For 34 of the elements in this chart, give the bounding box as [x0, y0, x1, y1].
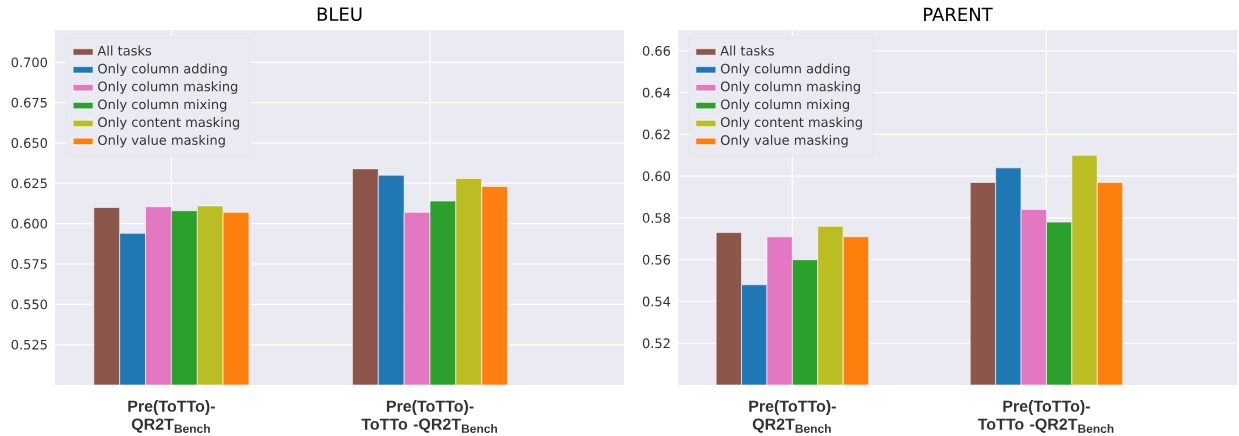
y-tick-label: 0.58: [642, 213, 671, 223]
x-tick-label: Pre(ToTTo)-ToTTo -QR2T$_{Bench}$: [361, 400, 498, 433]
y-tick-label: 0.575: [11, 259, 47, 269]
x-tick-label: Pre(ToTTo)-ToTTo -QR2T$_{Bench}$: [977, 400, 1114, 433]
y-tick-label: 0.600: [11, 218, 48, 229]
x-tick-label: Pre(ToTTo)- QR2T$_{Bench}$: [128, 400, 215, 433]
legend-label: Only value masking: [98, 134, 225, 148]
legend-label: Only column masking: [720, 81, 860, 94]
y-tick-label: 0.56: [642, 254, 671, 265]
y-tick-label: 0.64: [642, 87, 671, 98]
y-tick-label: 0.52: [642, 338, 670, 349]
y-tick-label: 0.675: [11, 97, 47, 108]
y-tick-label: 0.525: [11, 339, 47, 350]
y-tick-label: 0.66: [642, 45, 671, 56]
legend-label: All tasks: [720, 45, 774, 56]
legend-label: Only column masking: [98, 81, 238, 94]
chart-title: BLEU: [317, 7, 362, 21]
y-tick-label: 0.550: [11, 299, 48, 310]
legend-label: Only content masking: [720, 117, 862, 130]
legend-label: Only column mixing: [98, 99, 227, 112]
legend-label: Only value masking: [720, 134, 848, 148]
legend-label: Only column adding: [98, 63, 227, 76]
legend-label: Only column mixing: [720, 99, 849, 112]
y-tick-label: 0.700: [11, 57, 48, 68]
x-tick-label: Pre(ToTTo)- QR2T$_{Bench}$: [749, 400, 836, 433]
legend-label: Only column adding: [720, 63, 850, 76]
legend-label: Only content masking: [98, 117, 240, 130]
chart-title: PARENT: [924, 7, 993, 21]
y-tick-label: 0.625: [11, 178, 47, 189]
legend-label: All tasks: [97, 45, 152, 56]
y-tick-label: 0.650: [11, 138, 48, 148]
y-tick-label: 0.60: [642, 171, 671, 182]
y-tick-label: 0.54: [642, 296, 671, 307]
y-tick-label: 0.62: [642, 129, 670, 140]
